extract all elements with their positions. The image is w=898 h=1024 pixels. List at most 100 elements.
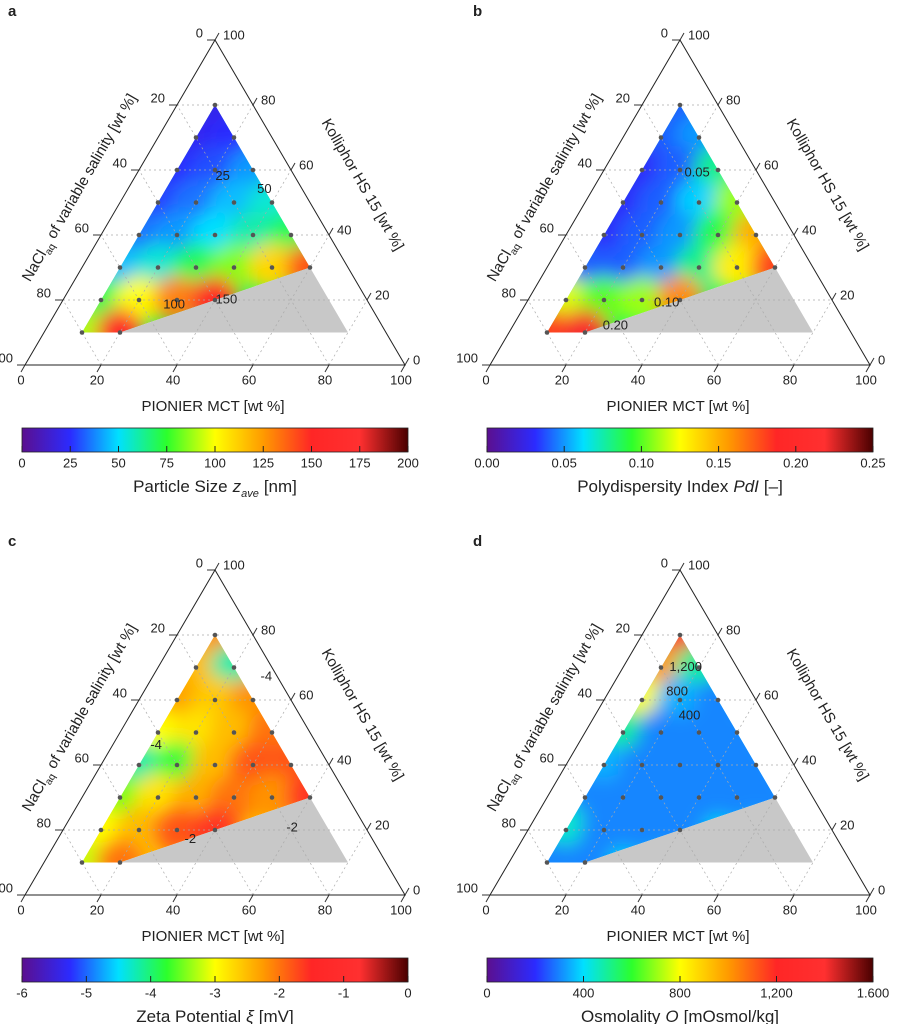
tick-mark: [324, 894, 330, 903]
colorbar-tick-label: 175: [349, 455, 371, 470]
colorbar-tick-label: -6: [16, 985, 28, 1000]
tick-mark: [328, 227, 334, 236]
sample-point: [212, 232, 218, 238]
sample-point: [601, 827, 607, 833]
axis-label: NaClaqof variable salinity [wt %]: [484, 621, 608, 816]
colorbar-tick-label: -5: [81, 985, 93, 1000]
tick-mark: [324, 364, 330, 373]
sample-point: [734, 730, 740, 735]
tick-label: 40: [337, 752, 351, 767]
tick-mark: [717, 97, 723, 106]
tick-mark: [400, 894, 406, 903]
tick-mark: [713, 894, 719, 903]
label-part: [–]: [764, 477, 783, 496]
sample-point: [677, 632, 683, 638]
label-part: [mOsmol/kg]: [684, 1007, 779, 1024]
axis-label: NaClaqof variable salinity [wt %]: [19, 91, 143, 286]
tick-mark: [290, 162, 296, 171]
contour-label: -4: [150, 737, 162, 752]
heat-patch: [561, 838, 609, 863]
tick-label: 80: [502, 815, 516, 830]
tick-mark: [172, 894, 178, 903]
tick-label: 40: [113, 685, 127, 700]
sample-point: [98, 297, 104, 303]
tick-mark: [679, 32, 685, 41]
tick-label: 80: [318, 902, 332, 917]
tick-mark: [404, 887, 410, 896]
tick-mark: [290, 692, 296, 701]
sample-point: [620, 200, 626, 205]
tick-label: 40: [166, 372, 180, 387]
sample-point: [715, 232, 721, 238]
sample-point: [117, 860, 123, 865]
contour-label: 0.05: [684, 165, 709, 180]
label-part: aq: [508, 772, 523, 787]
tick-label: 60: [299, 157, 313, 172]
tick-label: 40: [166, 902, 180, 917]
colorbar-tick-label: 0.00: [474, 455, 499, 470]
contour-label: 800: [666, 683, 688, 698]
grid-line: [717, 234, 795, 366]
sample-point: [193, 265, 199, 270]
sample-point: [193, 730, 199, 735]
tick-label: 80: [726, 622, 740, 637]
axis-label: Kolliphor HS 15 [wt %]: [318, 646, 407, 784]
axis-label: PIONIER MCT [wt %]: [141, 928, 284, 945]
sample-point: [677, 827, 683, 833]
panel: d 0 0 0 20 20 20 40 40 40 60 60 60 80 80 80 100 100 100 1,2…: [456, 533, 889, 1024]
colorbar-tick-label: 0.15: [706, 455, 731, 470]
sample-point: [174, 697, 180, 703]
label-part: aq: [43, 772, 58, 787]
colorbar-tick-label: -3: [209, 985, 221, 1000]
tick-mark: [252, 97, 258, 106]
contour-label: 150: [216, 291, 238, 306]
tick-mark: [96, 364, 102, 373]
label-part: [mV]: [259, 1007, 294, 1024]
tick-label: 60: [540, 750, 554, 765]
tick-label: 40: [802, 752, 816, 767]
colorbar-label: Polydispersity Index PdI [–]: [577, 477, 783, 496]
label-part: aq: [508, 242, 523, 257]
sample-point: [117, 795, 123, 800]
panel-label: d: [473, 533, 482, 550]
sample-point: [174, 232, 180, 238]
contour-label: 0.10: [654, 295, 679, 310]
sample-point: [269, 200, 275, 205]
tick-mark: [20, 364, 26, 373]
sample-point: [231, 730, 237, 735]
tick-label: 20: [90, 902, 104, 917]
sample-point: [639, 827, 645, 833]
colorbar-tick-label: 0: [404, 985, 411, 1000]
colorbar-tick-label: 0: [18, 455, 25, 470]
tick-mark: [755, 692, 761, 701]
tick-label: 80: [783, 902, 797, 917]
tick-label: 100: [855, 372, 877, 387]
tick-label: 100: [456, 880, 478, 895]
colorbar-tick-label: 150: [301, 455, 323, 470]
sample-point: [307, 795, 313, 800]
tick-label: 80: [37, 285, 51, 300]
sample-point: [231, 200, 237, 205]
sample-point: [212, 697, 218, 703]
tick-label: 20: [375, 287, 389, 302]
tick-label: 60: [707, 372, 721, 387]
tick-label: 20: [375, 817, 389, 832]
sample-point: [231, 795, 237, 800]
tick-label: 20: [555, 902, 569, 917]
tick-label: 0: [17, 372, 24, 387]
colorbar-label: Osmolality O [mOsmol/kg]: [581, 1007, 779, 1024]
label-part: Zeta Potential: [136, 1007, 241, 1024]
tick-mark: [793, 227, 799, 236]
tick-label: 80: [783, 372, 797, 387]
tick-mark: [869, 887, 875, 896]
sample-point: [136, 232, 142, 238]
sample-point: [79, 860, 85, 865]
tick-mark: [679, 562, 685, 571]
sample-point: [212, 632, 218, 638]
label-part: O: [665, 1007, 678, 1024]
tick-label: 100: [223, 557, 245, 572]
colorbar-tick-label: -2: [274, 985, 286, 1000]
colorbar-tick-label: 75: [160, 455, 174, 470]
tick-label: 40: [578, 155, 592, 170]
sample-point: [601, 232, 607, 238]
